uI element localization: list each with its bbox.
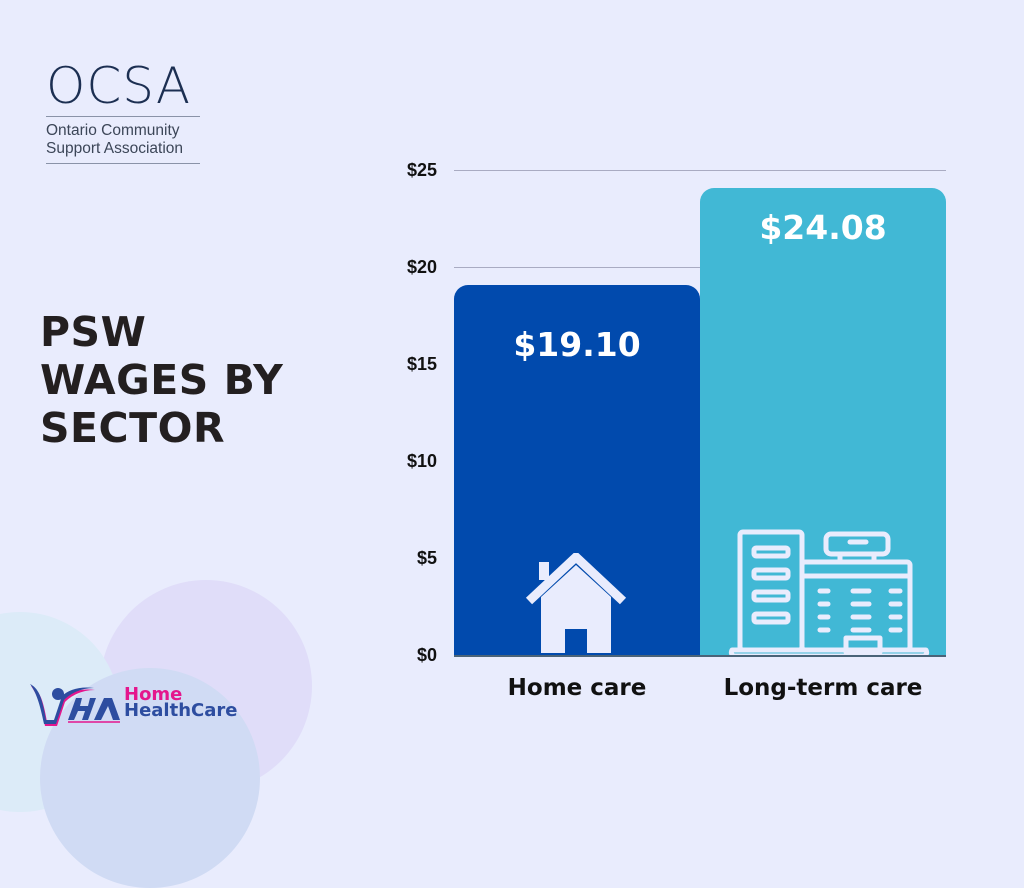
vha-mark-icon — [30, 684, 120, 726]
x-label-long-term-care: Long-term care — [723, 675, 923, 701]
ocsa-divider-bottom — [46, 163, 200, 164]
vha-logo: Home HealthCare — [28, 680, 237, 726]
bar-chart: $25 $20 $15 $10 $5 $0 $19.10 $24.08 — [406, 160, 946, 701]
y-tick-10: $10 — [406, 451, 437, 471]
bar-home-care: $19.10 — [454, 285, 700, 655]
title-line-2: WAGES BY — [40, 356, 284, 404]
ocsa-logo: OCSA Ontario Community Support Associati… — [46, 60, 202, 164]
y-tick-15: $15 — [406, 354, 437, 374]
y-tick-20: $20 — [406, 257, 437, 277]
title-line-3: SECTOR — [40, 404, 226, 452]
y-tick-25: $25 — [406, 160, 437, 180]
house-icon — [525, 553, 627, 653]
bar-value-long-term-care: $24.08 — [759, 208, 887, 247]
ocsa-divider — [46, 116, 200, 117]
ocsa-name-line1: Ontario Community — [46, 122, 180, 139]
vha-home-text: Home — [124, 684, 183, 705]
building-icon — [728, 529, 930, 656]
y-tick-0: $0 — [416, 645, 437, 665]
bar-long-term-care: $24.08 — [700, 188, 946, 656]
vha-healthcare-text: HealthCare — [124, 700, 238, 721]
bar-value-home-care: $19.10 — [513, 325, 641, 364]
x-axis-line — [454, 655, 946, 657]
ocsa-name-line2: Support Association — [46, 140, 184, 157]
gridline-25 — [454, 170, 946, 171]
y-tick-5: $5 — [416, 548, 437, 568]
title-line-1: PSW — [40, 308, 147, 356]
ocsa-acronym: OCSA — [46, 57, 192, 115]
page-title: PSW WAGES BY SECTOR — [40, 308, 283, 452]
x-label-home-care: Home care — [507, 675, 647, 701]
